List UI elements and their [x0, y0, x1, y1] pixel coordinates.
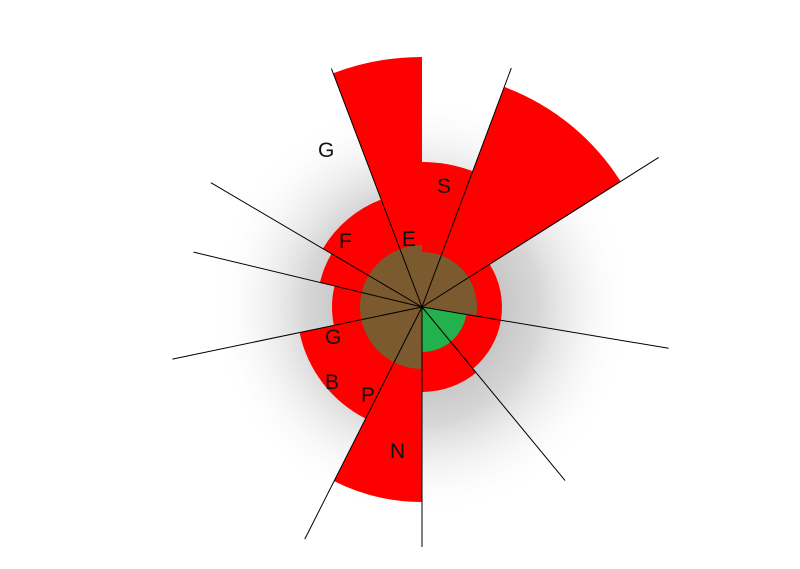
ray-line: [421, 306, 669, 349]
ray-line: [172, 306, 423, 360]
wedge-segment: [333, 57, 422, 307]
segment-label-g-upper: G: [318, 139, 334, 162]
wedge-segment: [422, 86, 621, 308]
segment-label-n: N: [390, 440, 405, 463]
segment-label-g-lower: G: [325, 326, 341, 349]
hub-disc: [360, 245, 477, 369]
segment-label-b: B: [325, 371, 339, 394]
ray-line: [421, 306, 566, 481]
segment-labels: S N P B G F G E: [318, 139, 451, 463]
ray-line: [421, 156, 659, 308]
hub-accent-wedge: [422, 307, 467, 352]
ray-line: [304, 306, 423, 540]
segment-label-e: E: [402, 228, 416, 251]
ray-group: [172, 67, 669, 547]
segment-label-f: F: [339, 230, 352, 253]
ray-line: [210, 182, 423, 308]
ray-line: [421, 67, 512, 308]
segment-label-p: P: [361, 384, 375, 407]
segment-label-s: S: [437, 175, 451, 198]
ray-line: [193, 251, 423, 308]
ray-line: [330, 68, 423, 308]
